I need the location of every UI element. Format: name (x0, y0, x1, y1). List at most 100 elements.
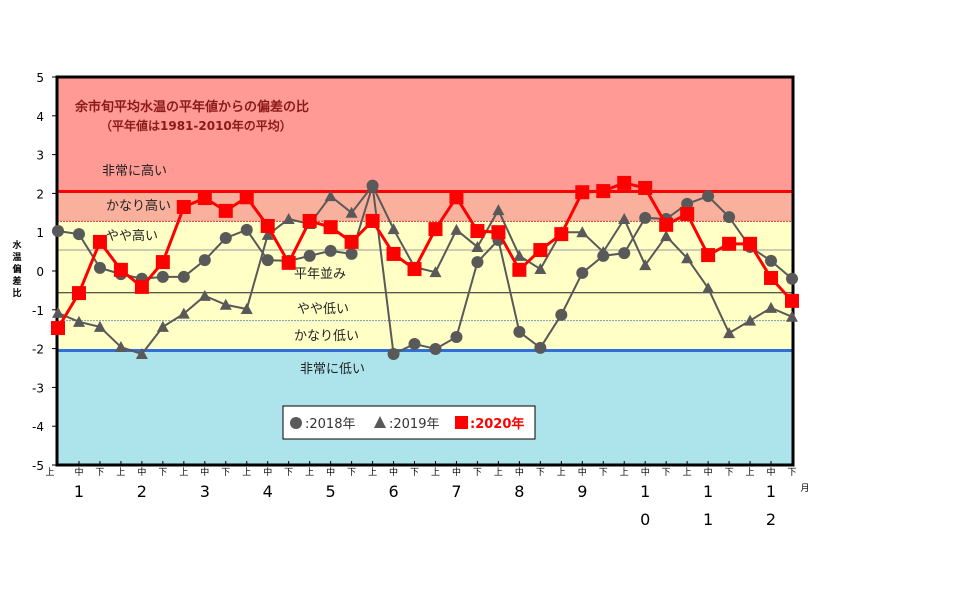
data-point-2019 (240, 303, 253, 315)
data-point-2018 (408, 337, 421, 350)
data-point-2018 (324, 244, 337, 257)
data-point-2020 (701, 248, 716, 263)
legend-marker-2019 (374, 416, 386, 428)
data-point-2019 (198, 289, 211, 301)
x-period-label: 中 (578, 466, 587, 478)
y-tick-label: -2 (32, 343, 44, 357)
data-point-2020 (260, 218, 275, 233)
data-point-2020 (491, 225, 506, 240)
data-point-2019 (450, 223, 463, 235)
x-period-label: 中 (389, 466, 398, 478)
data-point-2020 (617, 175, 632, 190)
x-period-label: 中 (200, 466, 209, 478)
data-point-2018 (576, 266, 589, 279)
data-point-2020 (722, 236, 737, 251)
x-month-label: 6 (388, 482, 398, 501)
x-month-label: 1 (640, 482, 650, 501)
band-2 (57, 221, 793, 251)
y-tick-label: -1 (32, 304, 44, 318)
data-point-2018 (471, 256, 484, 269)
x-period-label: 下 (536, 468, 545, 478)
x-period-label: 下 (725, 468, 734, 478)
x-period-label: 中 (137, 466, 146, 478)
data-point-2019 (72, 315, 85, 327)
y-tick-label: -3 (32, 381, 44, 395)
x-period-label: 下 (284, 468, 293, 478)
x-period-label: 下 (410, 468, 419, 478)
data-point-2018 (534, 341, 547, 354)
data-point-2020 (281, 255, 296, 270)
x-month-label: 2 (137, 482, 147, 501)
data-point-2019 (282, 213, 295, 225)
y-axis-label-char: 比 (12, 287, 21, 299)
data-point-2018 (93, 261, 106, 274)
data-point-2019 (744, 314, 757, 326)
x-month-label: 9 (577, 482, 587, 501)
band-3 (57, 250, 793, 293)
data-point-2020 (239, 190, 254, 205)
x-period-label: 中 (767, 466, 776, 478)
data-point-2020 (134, 279, 149, 294)
y-tick-label: 2 (36, 187, 44, 201)
data-point-2018 (72, 228, 85, 241)
y-tick-label: 4 (36, 110, 44, 124)
data-point-2019 (177, 307, 190, 319)
data-point-2020 (596, 184, 611, 199)
x-month-label: 5 (326, 482, 336, 501)
data-point-2018 (387, 348, 400, 361)
data-point-2019 (513, 249, 526, 261)
band-label: 非常に低い (300, 362, 365, 377)
x-period-label: 上 (116, 467, 125, 478)
data-point-2019 (219, 298, 232, 310)
data-point-2019 (345, 206, 358, 218)
data-point-2020 (533, 243, 548, 258)
x-period-label: 上 (45, 467, 54, 478)
band-label: かなり高い (106, 198, 171, 214)
x-period-label: 中 (452, 466, 461, 478)
y-axis-label-char: 差 (12, 275, 21, 287)
x-period-label: 中 (326, 466, 335, 478)
data-point-2019 (681, 252, 694, 264)
x-period-label: 上 (620, 467, 629, 478)
data-point-2018 (261, 254, 274, 267)
band-4 (57, 292, 793, 321)
y-tick-label: 5 (36, 71, 44, 85)
data-point-2018 (786, 272, 798, 285)
x-month-label: 3 (200, 482, 210, 501)
data-point-2019 (765, 301, 778, 313)
data-point-2020 (764, 270, 779, 285)
data-point-2020 (428, 222, 443, 237)
data-point-2018 (555, 308, 568, 321)
chart-subtitle: （平年値は1981-2010年の平均） (100, 118, 292, 133)
data-point-2019 (471, 240, 484, 252)
data-point-2020 (176, 199, 191, 214)
data-point-2019 (597, 245, 610, 257)
band-0 (57, 77, 793, 192)
x-period-label: 上 (431, 467, 440, 478)
data-point-2020 (323, 220, 338, 235)
data-point-2020 (659, 217, 674, 232)
data-point-2020 (575, 185, 590, 200)
data-point-2018 (219, 232, 232, 245)
x-unit-label: 月 (800, 483, 809, 494)
data-point-2019 (429, 266, 442, 278)
legend-2019: :2019年 (389, 417, 439, 432)
x-month-label: 4 (263, 482, 273, 501)
data-point-2019 (723, 327, 736, 339)
data-point-2019 (534, 263, 547, 275)
x-period-label: 下 (347, 468, 356, 478)
y-axis-label-char: 温 (12, 251, 21, 263)
data-point-2019 (492, 204, 505, 216)
y-tick-label: 1 (36, 226, 44, 240)
data-point-2018 (723, 211, 736, 224)
band-label: かなり低い (294, 329, 359, 344)
x-period-label: 下 (473, 468, 482, 478)
data-point-2020 (785, 293, 799, 308)
x-period-label: 中 (641, 466, 650, 478)
data-point-2019 (786, 310, 798, 322)
x-period-label: 上 (242, 467, 251, 478)
x-month-label: 8 (514, 482, 524, 501)
data-point-2018 (177, 270, 190, 283)
x-period-label: 中 (515, 466, 524, 478)
